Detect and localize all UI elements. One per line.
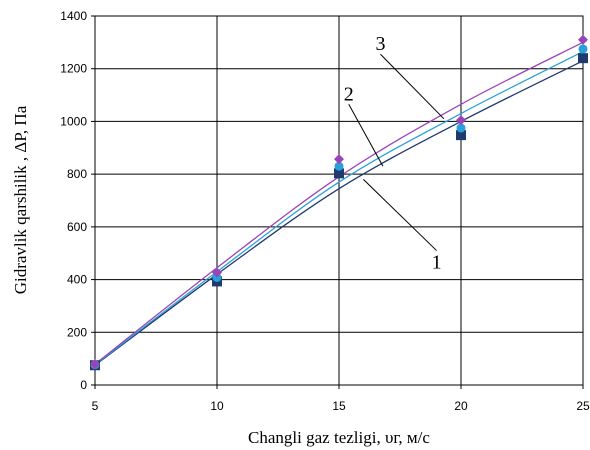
y-tick-label: 600: [67, 220, 87, 234]
data-points: [90, 34, 588, 371]
y-tick-label: 800: [67, 167, 87, 181]
y-tick-label: 1400: [60, 9, 87, 23]
series-2-circle-point: [334, 161, 344, 171]
series-3-diamond-point: [456, 115, 466, 126]
x-tick-label: 15: [332, 399, 346, 413]
annotation-leader-2: [348, 104, 384, 167]
y-tick-label: 1200: [60, 62, 87, 76]
y-tick-label: 400: [67, 273, 87, 287]
x-tick-label: 20: [454, 399, 468, 413]
curve-label-1: 1: [432, 252, 442, 274]
y-tick-label: 1000: [60, 114, 87, 128]
y-tick-label: 0: [80, 378, 87, 392]
y-tick-labels: 0 200 400 600 800 1000 1200 1400: [60, 9, 87, 392]
y-axis-title: Gidravlik qarshilik , ΔP, Па: [11, 105, 30, 294]
x-tick-label: 25: [576, 399, 590, 413]
x-axis-title: Changli gaz tezligi, υг, м/с: [248, 428, 430, 447]
series-1-square-point: [334, 168, 344, 179]
series-3-diamond-point: [212, 267, 222, 278]
series-1-square-point: [456, 130, 466, 141]
curve-label-3: 3: [375, 33, 385, 55]
annotation-leader-1: [363, 179, 437, 251]
fit-curve-2: [94, 51, 584, 366]
series-3-diamond-point: [334, 154, 344, 165]
grid-lines: [91, 15, 584, 389]
x-tick-labels: 5 10 15 20 25: [92, 399, 590, 413]
series-2-circle-point: [212, 272, 222, 282]
series-3-diamond-point: [578, 34, 588, 45]
series-3-diamond-point: [90, 359, 100, 370]
curve-annotations: 1 2 3: [344, 33, 445, 274]
curve-label-2: 2: [344, 83, 354, 105]
y-tick-label: 200: [67, 325, 87, 339]
series-2-circle-point: [578, 44, 588, 54]
fit-curve-1: [94, 60, 584, 366]
x-tick-label: 10: [210, 399, 224, 413]
series-2-circle-point: [456, 123, 466, 133]
x-tick-label: 5: [92, 399, 99, 413]
plot-area-frame: [94, 15, 584, 386]
annotation-leader-3: [380, 53, 445, 120]
series-1-square-point: [578, 53, 588, 64]
